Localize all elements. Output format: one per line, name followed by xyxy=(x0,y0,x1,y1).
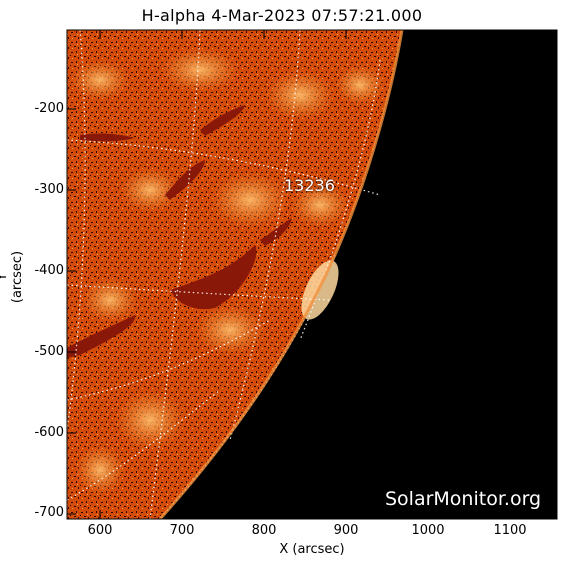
filaments xyxy=(67,105,292,358)
plot-frame xyxy=(66,29,558,520)
y-tick-label: -300 xyxy=(34,182,64,197)
y-tick-label: -200 xyxy=(34,101,64,116)
watermark: SolarMonitor.org xyxy=(385,488,542,510)
x-tick-label: 700 xyxy=(169,523,195,538)
image-title: H-alpha 4-Mar-2023 07:57:21.000 xyxy=(141,6,423,25)
x-axis-label: X (arcsec) xyxy=(279,542,345,557)
x-tick-label: 800 xyxy=(251,523,277,538)
y-tick-label: -500 xyxy=(34,344,64,359)
limb-brightening xyxy=(158,30,404,519)
active-region-label: 13236 xyxy=(284,176,335,195)
y-tick-marks xyxy=(67,108,557,515)
x-tick-label: 1100 xyxy=(493,523,527,538)
y-tick-label: -600 xyxy=(34,425,64,440)
y-tick-label: -400 xyxy=(34,263,64,278)
y-axis-label: Y (arcsec) xyxy=(0,250,25,304)
x-tick-marks xyxy=(99,30,511,519)
x-tick-label: 1000 xyxy=(411,523,445,538)
x-tick-label: 900 xyxy=(333,523,359,538)
x-tick-label: 600 xyxy=(87,523,113,538)
y-tick-label: -700 xyxy=(34,505,64,520)
